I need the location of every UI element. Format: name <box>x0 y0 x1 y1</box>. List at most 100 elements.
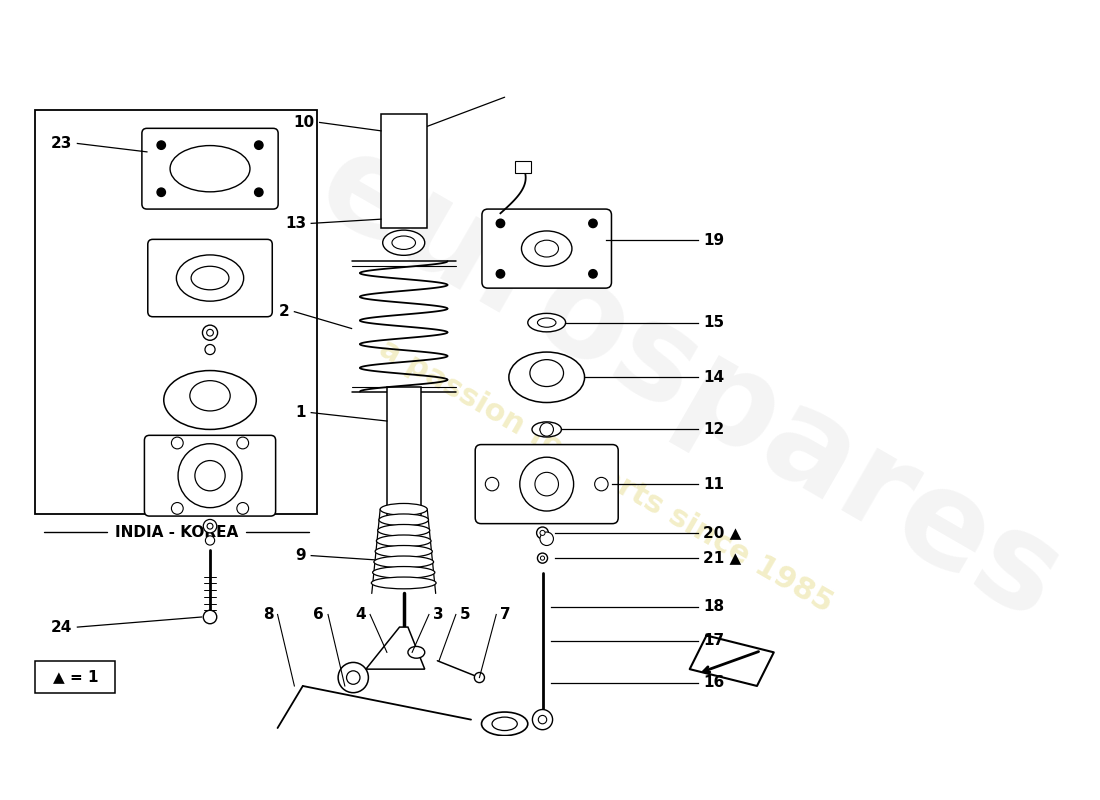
Text: 6: 6 <box>314 607 323 622</box>
FancyBboxPatch shape <box>142 128 278 209</box>
Bar <box>515 161 531 173</box>
Circle shape <box>537 527 549 538</box>
FancyBboxPatch shape <box>475 445 618 524</box>
Ellipse shape <box>492 717 517 730</box>
Ellipse shape <box>375 546 432 558</box>
Circle shape <box>202 325 218 340</box>
Circle shape <box>540 530 544 535</box>
Text: eurospares: eurospares <box>297 119 1082 647</box>
Circle shape <box>172 437 184 449</box>
Ellipse shape <box>408 646 425 658</box>
Bar <box>35 661 116 693</box>
Circle shape <box>254 141 263 150</box>
Circle shape <box>204 519 217 533</box>
Circle shape <box>496 270 505 278</box>
Ellipse shape <box>191 266 229 290</box>
Circle shape <box>338 662 368 693</box>
Ellipse shape <box>538 318 556 327</box>
Text: 13: 13 <box>285 216 306 231</box>
Ellipse shape <box>392 236 416 250</box>
Ellipse shape <box>164 370 256 430</box>
Circle shape <box>588 270 597 278</box>
Ellipse shape <box>532 422 561 437</box>
Circle shape <box>172 502 184 514</box>
Circle shape <box>346 671 360 684</box>
Circle shape <box>540 556 544 560</box>
Text: 2: 2 <box>278 304 289 319</box>
FancyBboxPatch shape <box>147 239 273 317</box>
FancyBboxPatch shape <box>482 209 612 288</box>
Circle shape <box>157 188 165 197</box>
Ellipse shape <box>373 566 434 578</box>
Text: 16: 16 <box>703 675 725 690</box>
Circle shape <box>540 532 553 546</box>
Text: 8: 8 <box>263 607 274 622</box>
Ellipse shape <box>376 535 431 546</box>
Bar <box>381 114 427 227</box>
Circle shape <box>236 502 249 514</box>
Circle shape <box>236 437 249 449</box>
Circle shape <box>588 219 597 227</box>
Text: INDIA - KOREA: INDIA - KOREA <box>114 525 238 539</box>
Bar <box>387 387 420 518</box>
Text: 7: 7 <box>500 607 512 622</box>
Circle shape <box>595 478 608 491</box>
Circle shape <box>157 141 165 150</box>
Circle shape <box>207 330 213 336</box>
Circle shape <box>204 610 217 624</box>
Text: 12: 12 <box>703 422 725 437</box>
Text: 15: 15 <box>703 315 724 330</box>
FancyBboxPatch shape <box>144 435 276 516</box>
Ellipse shape <box>383 230 425 255</box>
Circle shape <box>520 457 573 511</box>
Text: 21 ▲: 21 ▲ <box>703 550 741 566</box>
Polygon shape <box>366 627 425 669</box>
Circle shape <box>496 219 505 227</box>
Text: 5: 5 <box>460 607 471 622</box>
Ellipse shape <box>535 240 559 257</box>
Text: 9: 9 <box>296 548 306 563</box>
Circle shape <box>474 673 484 682</box>
Circle shape <box>535 472 559 496</box>
Circle shape <box>178 444 242 508</box>
Ellipse shape <box>509 352 584 402</box>
Text: 10: 10 <box>294 115 315 130</box>
Circle shape <box>485 478 498 491</box>
Ellipse shape <box>540 426 553 433</box>
Ellipse shape <box>374 556 433 568</box>
Ellipse shape <box>378 514 429 526</box>
Ellipse shape <box>170 146 250 192</box>
Ellipse shape <box>521 231 572 266</box>
Ellipse shape <box>377 525 430 536</box>
Text: 24: 24 <box>51 619 73 634</box>
Circle shape <box>540 422 553 436</box>
Text: ▲ = 1: ▲ = 1 <box>53 670 98 684</box>
Ellipse shape <box>482 712 528 735</box>
Text: a passion for parts since 1985: a passion for parts since 1985 <box>374 334 837 618</box>
Circle shape <box>532 710 552 730</box>
Text: 3: 3 <box>433 607 443 622</box>
Text: 18: 18 <box>703 599 724 614</box>
Ellipse shape <box>190 381 230 411</box>
Circle shape <box>538 715 547 724</box>
Text: 11: 11 <box>703 477 724 492</box>
Text: 14: 14 <box>703 370 724 385</box>
Bar <box>35 110 317 514</box>
Text: 17: 17 <box>703 633 724 648</box>
Ellipse shape <box>530 360 563 386</box>
Circle shape <box>195 461 226 491</box>
Ellipse shape <box>381 503 427 515</box>
Ellipse shape <box>528 314 565 332</box>
Circle shape <box>538 553 548 563</box>
Circle shape <box>206 536 214 545</box>
Text: 4: 4 <box>355 607 366 622</box>
Text: 1: 1 <box>296 405 306 420</box>
Circle shape <box>205 345 216 354</box>
Text: 19: 19 <box>703 233 724 248</box>
Circle shape <box>207 523 213 529</box>
Text: 20 ▲: 20 ▲ <box>703 526 741 540</box>
Text: 23: 23 <box>51 136 73 151</box>
Ellipse shape <box>176 255 244 301</box>
Circle shape <box>254 188 263 197</box>
Ellipse shape <box>372 577 436 589</box>
